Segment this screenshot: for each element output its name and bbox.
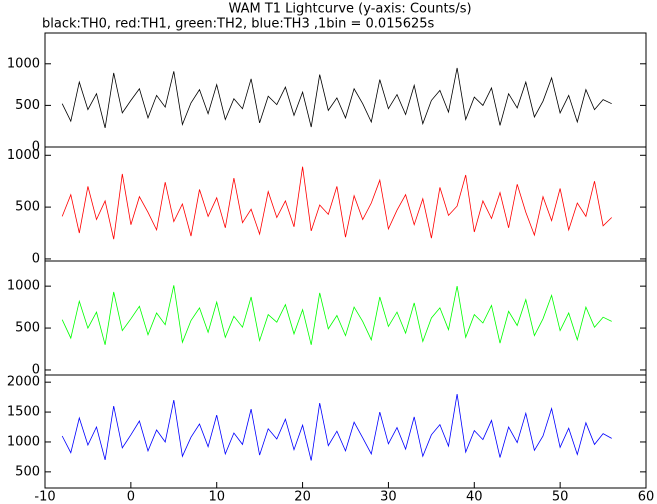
x-tick-label: 20 bbox=[294, 490, 311, 504]
x-tick-label: 60 bbox=[638, 490, 655, 504]
lightcurve bbox=[61, 67, 612, 128]
x-tick-label: 30 bbox=[380, 490, 397, 504]
y-tick-label: 1500 bbox=[7, 405, 40, 420]
x-tick-label: -10 bbox=[34, 490, 55, 504]
y-tick-label: 500 bbox=[15, 464, 40, 479]
x-tick-label: 40 bbox=[466, 490, 483, 504]
y-tick-label: 1000 bbox=[7, 434, 40, 449]
panel-frame bbox=[44, 374, 647, 489]
y-tick-label: 500 bbox=[15, 321, 40, 336]
x-tick-label: 10 bbox=[208, 490, 225, 504]
y-tick-label: 1000 bbox=[7, 56, 40, 71]
lightcurve bbox=[61, 394, 612, 461]
y-tick-label: 2000 bbox=[7, 375, 40, 390]
chart-title: WAM T1 Lightcurve (y-axis: Counts/s) bbox=[228, 2, 471, 17]
y-tick-label: 1000 bbox=[7, 148, 40, 163]
lightcurve bbox=[61, 285, 612, 345]
chart-subtitle: black:TH0, red:TH1, green:TH2, blue:TH3 … bbox=[42, 17, 435, 32]
y-tick-label: 1000 bbox=[7, 279, 40, 294]
y-tick-label: 500 bbox=[15, 98, 40, 113]
y-tick-label: 0 bbox=[32, 140, 40, 155]
panel-frame bbox=[44, 32, 647, 148]
y-tick-label: 0 bbox=[32, 362, 40, 377]
y-tick-label: 500 bbox=[15, 200, 40, 215]
lightcurve bbox=[61, 166, 612, 240]
x-tick-label: 50 bbox=[552, 490, 569, 504]
x-tick-label: 0 bbox=[127, 490, 135, 504]
y-tick-label: 0 bbox=[32, 251, 40, 266]
panel-frame bbox=[44, 260, 647, 376]
